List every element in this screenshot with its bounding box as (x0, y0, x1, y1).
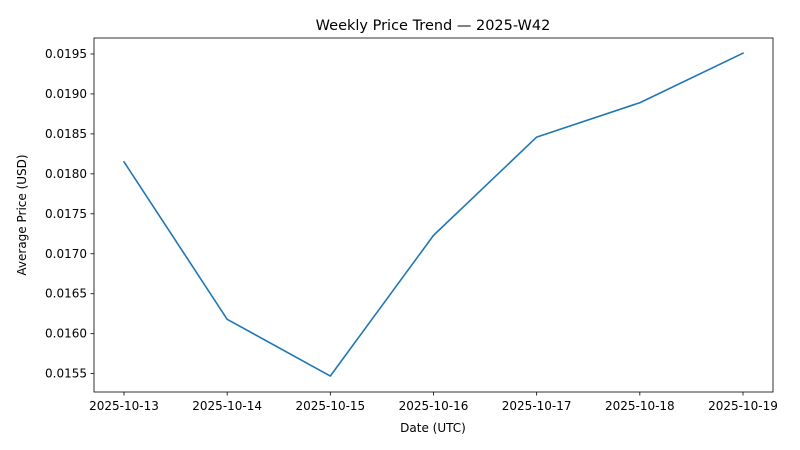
y-tick-label: 0.0185 (45, 127, 87, 141)
x-tick-label: 2025-10-18 (605, 399, 675, 413)
x-tick-label: 2025-10-15 (295, 399, 365, 413)
y-tick-label: 0.0180 (45, 167, 87, 181)
series-line (122, 52, 745, 377)
x-tick-label: 2025-10-14 (192, 399, 262, 413)
chart-title: Weekly Price Trend — 2025-W42 (316, 18, 551, 34)
y-tick-label: 0.0160 (45, 327, 87, 341)
x-tick-label: 2025-10-16 (399, 399, 469, 413)
y-tick-label: 0.0190 (45, 87, 87, 101)
y-tick-label: 0.0195 (45, 47, 87, 61)
y-axis-label: Average Price (USD) (15, 154, 29, 275)
x-tick-label: 2025-10-19 (708, 399, 778, 413)
y-tick-label: 0.0170 (45, 247, 87, 261)
x-tick-label: 2025-10-17 (502, 399, 572, 413)
y-axis-ticks: 0.0155 0.0160 0.0165 0.0170 0.0175 0.0180 0.01… (45, 47, 94, 381)
y-tick-label: 0.0155 (45, 367, 87, 381)
x-tick-label: 2025-10-13 (89, 399, 159, 413)
y-tick-label: 0.0175 (45, 207, 87, 221)
y-tick-label: 0.0165 (45, 287, 87, 301)
x-axis-ticks: 2025-10-13 2025-10-14 2025-10-15 2025-10-16… (89, 392, 778, 413)
x-axis-label: Date (UTC) (400, 421, 466, 435)
